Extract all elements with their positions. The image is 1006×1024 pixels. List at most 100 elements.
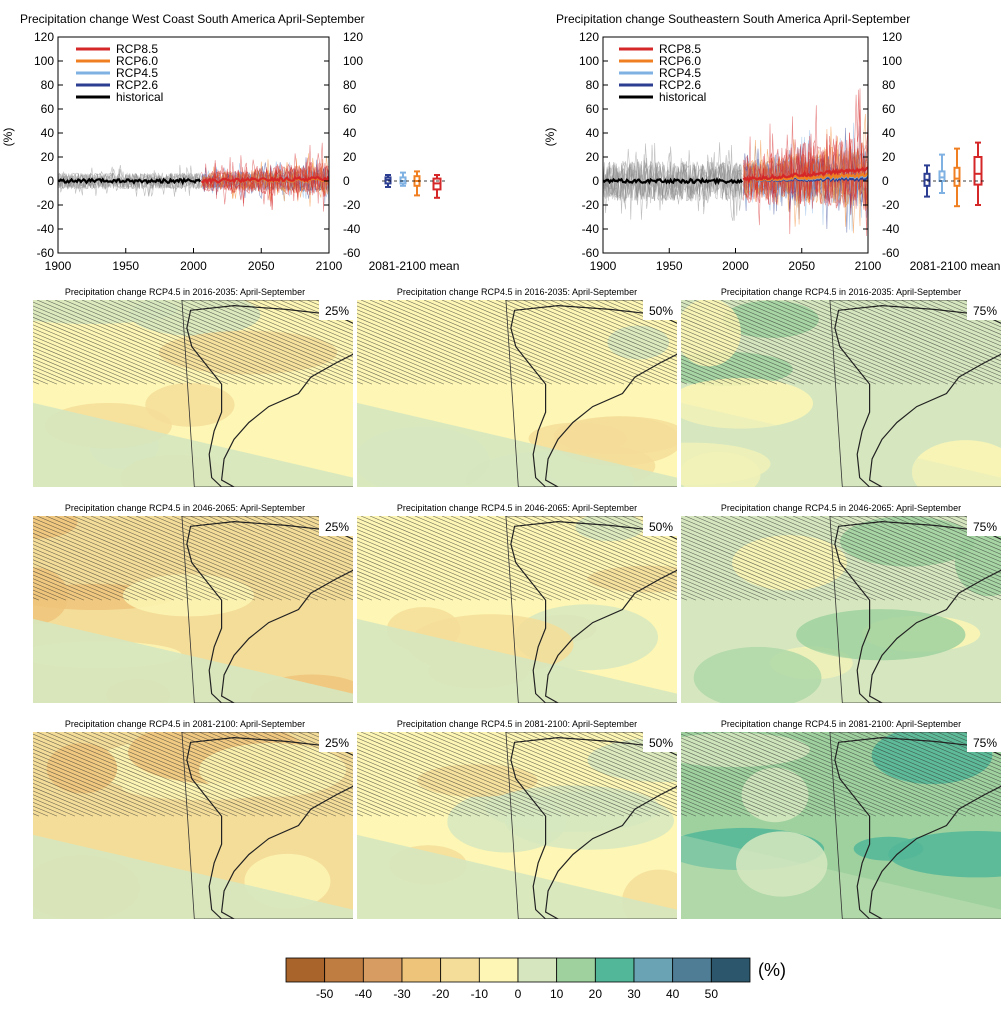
- y-tick-label-right: 60: [343, 102, 357, 116]
- colorbar-segment: [556, 957, 596, 983]
- hatch-line: [522, 516, 677, 582]
- hatch-line: [135, 732, 337, 817]
- hatch-line: [681, 779, 769, 817]
- hatch-line: [918, 300, 1001, 335]
- hatch-line: [189, 300, 353, 369]
- hatch-line: [681, 752, 832, 817]
- hatch-line: [33, 544, 166, 601]
- hatch-line: [873, 300, 1001, 354]
- hatch-line: [681, 328, 814, 385]
- map-field: [357, 732, 677, 919]
- hatch-line: [396, 300, 598, 385]
- hatch-line: [918, 732, 1001, 767]
- hatch-line: [756, 516, 958, 601]
- y-tick-label: -40: [37, 222, 55, 236]
- region-box: [182, 732, 373, 919]
- hatch-line: [681, 741, 859, 817]
- hatch-line: [891, 732, 1001, 779]
- hatch-line: [549, 732, 677, 786]
- hatch-line: [357, 301, 553, 385]
- hatch-line: [171, 516, 353, 593]
- hatch-line: [33, 745, 202, 817]
- hatch-line: [594, 300, 677, 335]
- hatch-line: [369, 732, 571, 817]
- hatch-line: [681, 783, 760, 817]
- hatch-line: [681, 313, 850, 385]
- hatch-line: [33, 563, 121, 601]
- hatch-line: [153, 300, 353, 385]
- map-hatching: [681, 516, 1001, 601]
- region-box: [830, 732, 1006, 919]
- boxplot-rcp85: [973, 141, 983, 206]
- hatch-line: [72, 300, 274, 385]
- map-contour-region: [485, 785, 661, 832]
- hatch-line: [432, 300, 634, 385]
- hatch-line: [711, 516, 913, 601]
- hatch-line: [441, 516, 643, 601]
- colorbar-segment: [517, 957, 558, 983]
- hatch-line: [279, 300, 353, 332]
- hatch-line: [261, 516, 353, 555]
- colorbar-tick-label: 0: [515, 987, 522, 1001]
- map-contour-region: [416, 764, 538, 797]
- hatch-line: [357, 567, 436, 601]
- map-contour-region: [681, 402, 1001, 487]
- hatch-line: [681, 540, 823, 601]
- hatch-line: [126, 732, 328, 817]
- hatch-line: [819, 732, 1001, 809]
- hatch-line: [216, 516, 353, 574]
- hatch-line: [54, 300, 256, 385]
- colorbar-tick-label: 40: [666, 987, 680, 1001]
- hatch-line: [765, 300, 967, 385]
- hatch-line: [33, 366, 76, 385]
- hatch-line: [681, 767, 796, 817]
- x-tick-label: 1950: [656, 259, 683, 273]
- hatch-line: [774, 300, 976, 385]
- percentile-label: 25%: [325, 736, 349, 750]
- hatch-line: [357, 529, 526, 601]
- map-title: Precipitation change RCP4.5 in 2016-2035…: [397, 287, 637, 297]
- map-field: [357, 300, 697, 487]
- hatch-line: [357, 783, 436, 817]
- map-title: Precipitation change RCP4.5 in 2081-2100…: [397, 719, 637, 729]
- hatch-line: [243, 300, 353, 347]
- hatch-line: [681, 582, 724, 601]
- map-hatching: [33, 516, 353, 601]
- hatch-line: [63, 732, 265, 817]
- region-box: [506, 300, 697, 487]
- hatch-line: [171, 732, 353, 809]
- boxplot-box: [938, 170, 946, 182]
- percentile-label-bg: [319, 732, 353, 752]
- hatch-line: [702, 516, 904, 601]
- hatch-line: [33, 335, 148, 385]
- hatch-line: [810, 732, 1001, 813]
- hatch-line: [801, 516, 1001, 601]
- percentile-label: 25%: [325, 304, 349, 318]
- hatch-line: [909, 516, 1001, 555]
- hatch-line: [45, 732, 247, 817]
- y-tick-label: 80: [41, 78, 55, 92]
- map-title: Precipitation change RCP4.5 in 2016-2035…: [65, 287, 305, 297]
- legend-label: RCP4.5: [116, 66, 158, 80]
- hatch-line: [531, 300, 677, 362]
- map-title: Precipitation change RCP4.5 in 2046-2065…: [397, 503, 637, 513]
- hatch-line: [396, 732, 598, 817]
- hatch-line: [681, 756, 823, 817]
- y-tick-label-right: -40: [882, 222, 900, 236]
- hatch-line: [357, 332, 481, 385]
- series-mean-rcp85: [742, 166, 868, 185]
- hatch-line: [810, 300, 1001, 381]
- hatch-line: [684, 300, 886, 385]
- y-tick-label-right: 20: [882, 150, 896, 164]
- timeseries-chart-southeastern: Precipitation change Southeastern South …: [543, 12, 1000, 273]
- hatch-line: [477, 732, 677, 817]
- hatch-line: [216, 732, 353, 790]
- y-tick-label: 100: [34, 54, 54, 68]
- hatch-line: [927, 516, 1001, 548]
- hatch-line: [357, 521, 544, 601]
- map-field: [681, 300, 1001, 487]
- percentile-label-bg: [643, 732, 677, 752]
- hatch-line: [681, 301, 877, 385]
- hatch-line: [681, 517, 877, 601]
- hatch-line: [357, 339, 463, 385]
